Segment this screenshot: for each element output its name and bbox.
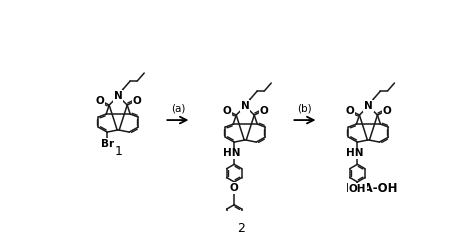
Text: HN: HN — [346, 148, 364, 158]
Text: O: O — [383, 106, 392, 116]
Text: N: N — [241, 101, 250, 111]
Text: O: O — [230, 183, 238, 193]
Text: HCA-OH: HCA-OH — [346, 182, 399, 195]
Text: O: O — [346, 106, 354, 116]
Text: (a): (a) — [171, 104, 185, 114]
Text: 2: 2 — [237, 222, 246, 235]
Text: 1: 1 — [114, 145, 122, 158]
Text: OH: OH — [349, 184, 366, 194]
Text: HN: HN — [223, 148, 241, 158]
Text: O: O — [259, 106, 268, 116]
Text: O: O — [222, 106, 231, 116]
Text: N: N — [114, 91, 123, 101]
Text: (b): (b) — [298, 104, 312, 114]
Text: O: O — [132, 96, 141, 106]
Text: O: O — [95, 96, 104, 106]
Text: N: N — [364, 101, 373, 111]
Text: Br: Br — [100, 139, 114, 149]
